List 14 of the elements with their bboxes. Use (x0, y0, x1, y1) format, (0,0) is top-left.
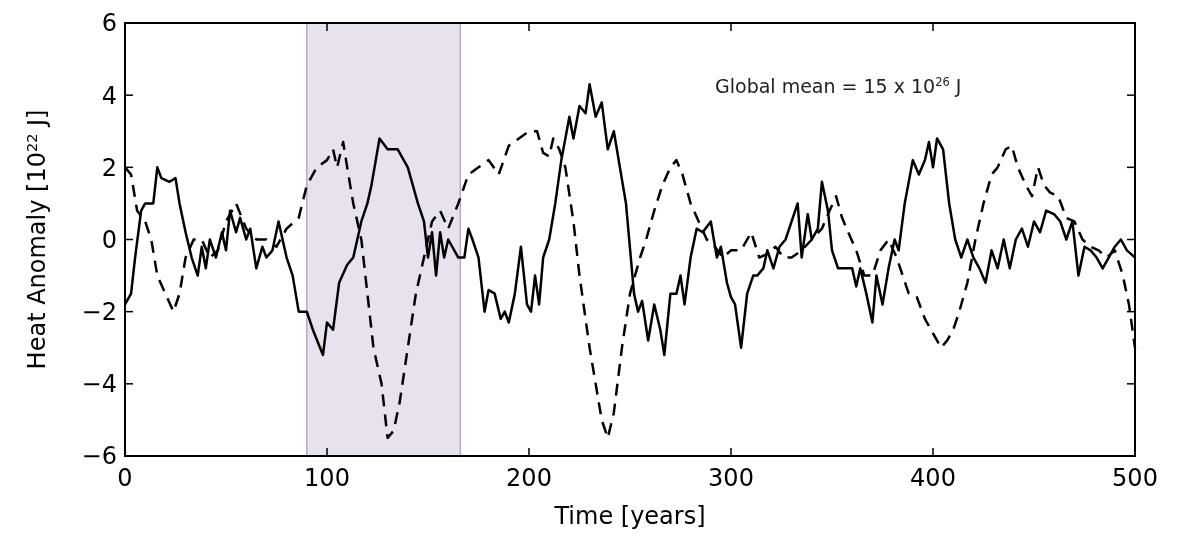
x-tick-label: 400 (910, 464, 956, 492)
x-tick-label: 200 (506, 464, 552, 492)
y-tick-label: −6 (81, 442, 117, 471)
y-tick-label: 6 (101, 9, 117, 38)
x-axis-title: Time [years] (553, 502, 706, 530)
x-tick-label: 100 (304, 464, 350, 492)
y-tick-label: 0 (101, 225, 117, 254)
x-tick-label: 300 (708, 464, 754, 492)
y-tick-label: 2 (101, 153, 117, 182)
y-tick-label: −2 (81, 298, 117, 327)
y-tick-label: 4 (101, 81, 117, 110)
y-tick-label: −4 (81, 370, 117, 399)
x-tick-label: 500 (1112, 464, 1158, 492)
annotation: Global mean = 15 x 10$^{26}$ J (715, 75, 962, 97)
